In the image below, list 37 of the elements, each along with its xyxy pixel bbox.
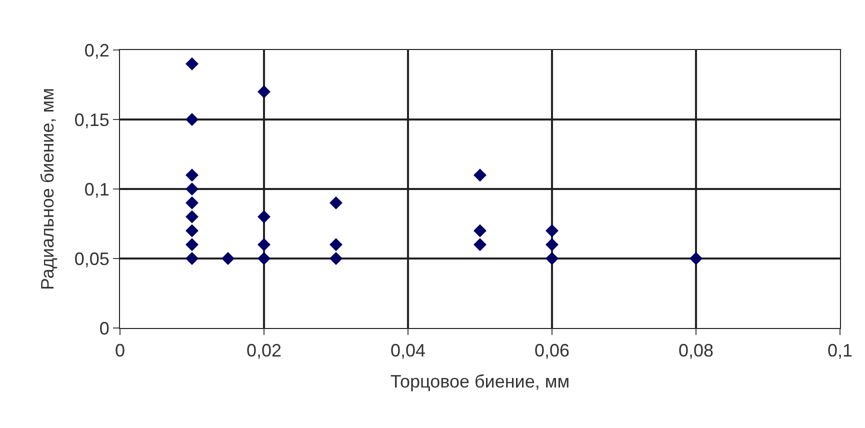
point xyxy=(258,210,270,224)
x-tick-label: 0,08 xyxy=(678,340,714,361)
x-tick-label: 0,06 xyxy=(534,340,570,361)
y-tick-label: 0,2 xyxy=(84,40,110,60)
point xyxy=(186,57,198,70)
y-tick-label: 0 xyxy=(99,318,110,338)
point xyxy=(330,238,342,252)
point xyxy=(474,238,486,252)
point xyxy=(546,238,558,252)
y-axis-title: Радиальное биение, мм xyxy=(38,88,58,290)
y-tick-label: 0,1 xyxy=(84,179,110,200)
point xyxy=(474,168,486,182)
point xyxy=(330,196,342,210)
point xyxy=(258,85,270,98)
point xyxy=(546,224,558,238)
x-tick-label: 0,04 xyxy=(390,340,426,361)
point xyxy=(690,252,702,265)
point xyxy=(330,252,342,265)
x-tick-label: 0,1 xyxy=(827,340,853,361)
point xyxy=(186,196,198,210)
point xyxy=(186,252,198,265)
point xyxy=(474,224,486,238)
point xyxy=(186,168,198,182)
y-tick-label: 0,15 xyxy=(74,110,110,130)
x-tick-label: 0,02 xyxy=(246,340,282,361)
point xyxy=(186,224,198,238)
point xyxy=(186,238,198,252)
point xyxy=(258,238,270,252)
y-tick-label: 0,05 xyxy=(74,248,110,269)
x-axis-title: Торцовое биение, мм xyxy=(390,372,570,392)
x-tick-label: 0 xyxy=(114,340,126,361)
point xyxy=(186,113,198,126)
point xyxy=(186,182,198,196)
point xyxy=(546,252,558,265)
point xyxy=(258,252,270,265)
point xyxy=(186,210,198,224)
point xyxy=(222,252,234,265)
